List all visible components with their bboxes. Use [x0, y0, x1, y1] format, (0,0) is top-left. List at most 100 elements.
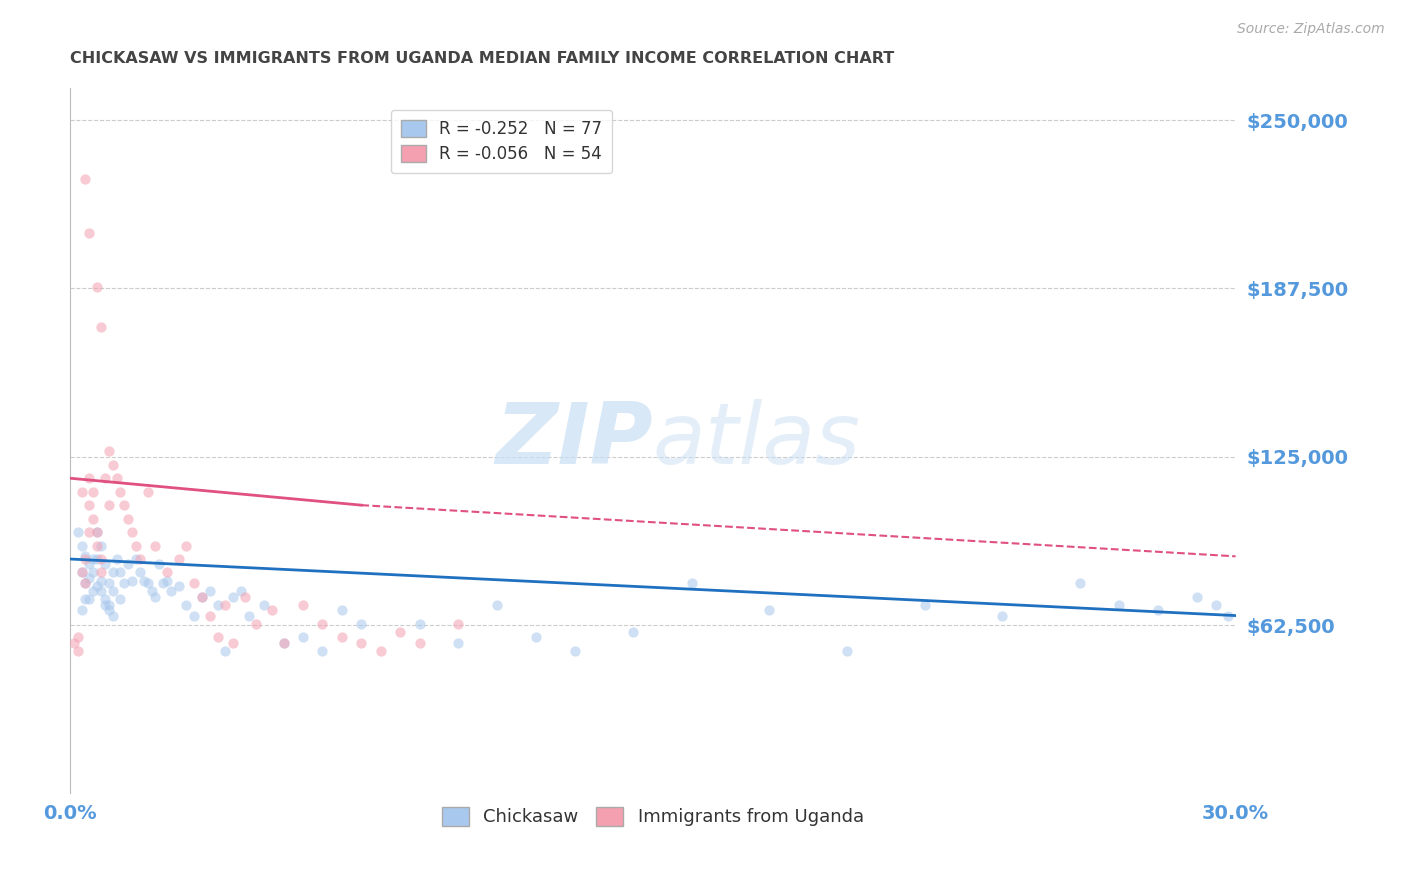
Point	[214, 643, 236, 657]
Point	[97, 603, 120, 617]
Point	[191, 590, 214, 604]
Point	[63, 635, 86, 649]
Point	[370, 643, 392, 657]
Point	[97, 444, 120, 458]
Point	[292, 598, 315, 612]
Point	[66, 525, 89, 540]
Point	[408, 616, 430, 631]
Point	[101, 584, 124, 599]
Point	[86, 579, 108, 593]
Point	[90, 566, 112, 580]
Point	[86, 539, 108, 553]
Point	[156, 566, 179, 580]
Point	[350, 616, 373, 631]
Point	[273, 635, 295, 649]
Point	[260, 603, 283, 617]
Point	[125, 552, 148, 566]
Text: atlas: atlas	[652, 399, 860, 482]
Point	[101, 566, 124, 580]
Point	[110, 484, 132, 499]
Point	[207, 630, 229, 644]
Point	[183, 576, 205, 591]
Point	[238, 608, 260, 623]
Point	[292, 630, 315, 644]
Point	[86, 525, 108, 540]
Point	[94, 592, 117, 607]
Point	[86, 280, 108, 294]
Point	[156, 574, 179, 588]
Point	[82, 511, 104, 525]
Point	[101, 608, 124, 623]
Point	[79, 471, 101, 485]
Point	[408, 635, 430, 649]
Point	[75, 172, 97, 186]
Point	[176, 598, 198, 612]
Point	[110, 592, 132, 607]
Point	[75, 576, 97, 591]
Point	[105, 552, 128, 566]
Point	[112, 498, 135, 512]
Legend: Chickasaw, Immigrants from Uganda: Chickasaw, Immigrants from Uganda	[434, 800, 872, 834]
Point	[245, 616, 267, 631]
Point	[160, 584, 183, 599]
Point	[79, 571, 101, 585]
Point	[486, 598, 509, 612]
Point	[214, 598, 236, 612]
Point	[90, 574, 112, 588]
Point	[198, 608, 221, 623]
Point	[167, 552, 190, 566]
Point	[191, 590, 214, 604]
Point	[66, 643, 89, 657]
Point	[167, 579, 190, 593]
Point	[110, 566, 132, 580]
Point	[148, 558, 170, 572]
Point	[75, 592, 97, 607]
Point	[145, 539, 167, 553]
Point	[97, 498, 120, 512]
Point	[253, 598, 276, 612]
Point	[621, 624, 644, 639]
Point	[82, 484, 104, 499]
Point	[914, 598, 936, 612]
Point	[90, 320, 112, 334]
Point	[128, 566, 150, 580]
Point	[176, 539, 198, 553]
Point	[233, 590, 256, 604]
Point	[136, 484, 159, 499]
Point	[94, 558, 117, 572]
Point	[222, 590, 245, 604]
Point	[311, 643, 333, 657]
Point	[75, 576, 97, 591]
Point	[75, 552, 97, 566]
Point	[70, 603, 93, 617]
Point	[75, 549, 97, 564]
Point	[101, 458, 124, 472]
Point	[94, 471, 117, 485]
Point	[79, 525, 101, 540]
Point	[105, 471, 128, 485]
Point	[70, 566, 93, 580]
Point	[70, 539, 93, 553]
Point	[183, 608, 205, 623]
Point	[198, 584, 221, 599]
Point	[1216, 608, 1239, 623]
Point	[229, 584, 252, 599]
Point	[97, 576, 120, 591]
Point	[330, 630, 353, 644]
Point	[145, 590, 167, 604]
Point	[70, 566, 93, 580]
Point	[86, 525, 108, 540]
Point	[90, 539, 112, 553]
Point	[132, 574, 155, 588]
Point	[141, 584, 163, 599]
Point	[136, 576, 159, 591]
Point	[330, 603, 353, 617]
Point	[207, 598, 229, 612]
Point	[152, 576, 174, 591]
Point	[1205, 598, 1227, 612]
Point	[117, 511, 139, 525]
Point	[94, 598, 117, 612]
Point	[90, 584, 112, 599]
Point	[524, 630, 547, 644]
Point	[1147, 603, 1170, 617]
